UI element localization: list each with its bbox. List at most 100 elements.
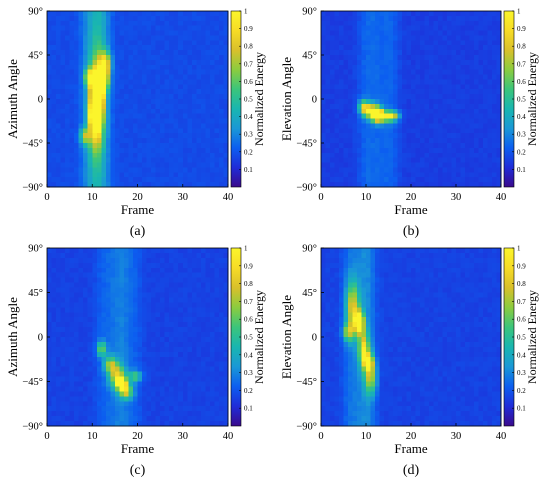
heatmap-cell	[133, 75, 138, 80]
heatmap-cell	[101, 16, 106, 21]
heatmap-cell	[483, 99, 488, 104]
heatmap-cell	[142, 114, 147, 119]
heatmap-cell	[124, 89, 129, 94]
heatmap-cell	[344, 50, 349, 55]
heatmap-cell	[101, 288, 106, 293]
heatmap-cell	[210, 109, 215, 114]
heatmap-cell	[115, 172, 120, 177]
heatmap-cell	[321, 163, 326, 168]
heatmap-cell	[174, 153, 179, 158]
heatmap-cell	[353, 158, 358, 163]
heatmap-cell	[402, 167, 407, 172]
heatmap-cell	[366, 40, 371, 45]
heatmap-cell	[344, 177, 349, 182]
heatmap-cell	[416, 109, 421, 114]
heatmap-cell	[174, 406, 179, 411]
heatmap-cell	[326, 248, 331, 253]
heatmap-cell	[362, 372, 367, 377]
heatmap-cell	[447, 75, 452, 80]
heatmap-cell	[142, 307, 147, 312]
heatmap-cell	[470, 104, 475, 109]
heatmap-cell	[389, 35, 394, 40]
heatmap-cell	[56, 332, 61, 337]
heatmap-cell	[183, 283, 188, 288]
heatmap-cell	[142, 163, 147, 168]
heatmap-cell	[326, 123, 331, 128]
heatmap-cell	[330, 382, 335, 387]
heatmap-cell	[416, 143, 421, 148]
heatmap-cell	[110, 406, 115, 411]
heatmap-cell	[178, 153, 183, 158]
heatmap-cell	[411, 70, 416, 75]
heatmap-cell	[196, 153, 201, 158]
heatmap-cell	[147, 148, 152, 153]
heatmap-cell	[452, 40, 457, 45]
heatmap-cell	[147, 11, 152, 16]
heatmap-cell	[429, 31, 434, 36]
heatmap-cell	[420, 148, 425, 153]
heatmap-cell	[357, 60, 362, 65]
heatmap-cell	[101, 322, 106, 327]
heatmap-cell	[452, 21, 457, 26]
heatmap-cell	[321, 401, 326, 406]
heatmap-cell	[393, 119, 398, 124]
heatmap-cell	[192, 167, 197, 172]
heatmap-cell	[366, 362, 371, 367]
heatmap-cell	[330, 138, 335, 143]
heatmap-cell	[353, 268, 358, 273]
heatmap-cell	[147, 293, 152, 298]
heatmap-cell	[74, 119, 79, 124]
heatmap-cell	[74, 372, 79, 377]
heatmap-cell	[142, 253, 147, 258]
heatmap-cell	[447, 31, 452, 36]
heatmap-cell	[492, 84, 497, 89]
heatmap-cell	[380, 45, 385, 50]
heatmap-cell	[65, 406, 70, 411]
heatmap-cell	[344, 123, 349, 128]
heatmap-cell	[366, 114, 371, 119]
heatmap-cell	[192, 60, 197, 65]
heatmap-cell	[205, 89, 210, 94]
heatmap-cell	[156, 45, 161, 50]
heatmap-cell	[56, 133, 61, 138]
heatmap-cell	[133, 283, 138, 288]
heatmap-cell	[101, 312, 106, 317]
heatmap-cell	[380, 172, 385, 177]
heatmap-cell	[353, 21, 358, 26]
heatmap-cell	[56, 21, 61, 26]
heatmap-cell	[371, 177, 376, 182]
heatmap-cell	[115, 50, 120, 55]
heatmap-cell	[214, 337, 219, 342]
heatmap-cell	[74, 109, 79, 114]
heatmap-cell	[61, 347, 66, 352]
heatmap-cell	[321, 109, 326, 114]
heatmap-cell	[321, 172, 326, 177]
heatmap-cell	[429, 167, 434, 172]
heatmap-cell	[138, 411, 143, 416]
heatmap-cell	[156, 119, 161, 124]
heatmap-cell	[366, 406, 371, 411]
heatmap-cell	[326, 307, 331, 312]
heatmap-cell	[70, 278, 75, 283]
heatmap-cell	[52, 26, 57, 31]
heatmap-cell	[205, 401, 210, 406]
heatmap-cell	[434, 50, 439, 55]
heatmap-cell	[357, 362, 362, 367]
heatmap-cell	[61, 148, 66, 153]
heatmap-cell	[357, 31, 362, 36]
heatmap-cell	[465, 94, 470, 99]
heatmap-cell	[187, 268, 192, 273]
heatmap-cell	[474, 11, 479, 16]
heatmap-cell	[348, 332, 353, 337]
heatmap-cell	[106, 177, 111, 182]
heatmap-cell	[429, 123, 434, 128]
heatmap-cell	[174, 45, 179, 50]
heatmap-cell	[357, 372, 362, 377]
heatmap-cell	[124, 293, 129, 298]
heatmap-cell	[119, 302, 124, 307]
heatmap-cell	[79, 45, 84, 50]
heatmap-cell	[420, 26, 425, 31]
heatmap-cell	[160, 65, 165, 70]
heatmap-cell	[461, 65, 466, 70]
heatmap-cell	[160, 406, 165, 411]
